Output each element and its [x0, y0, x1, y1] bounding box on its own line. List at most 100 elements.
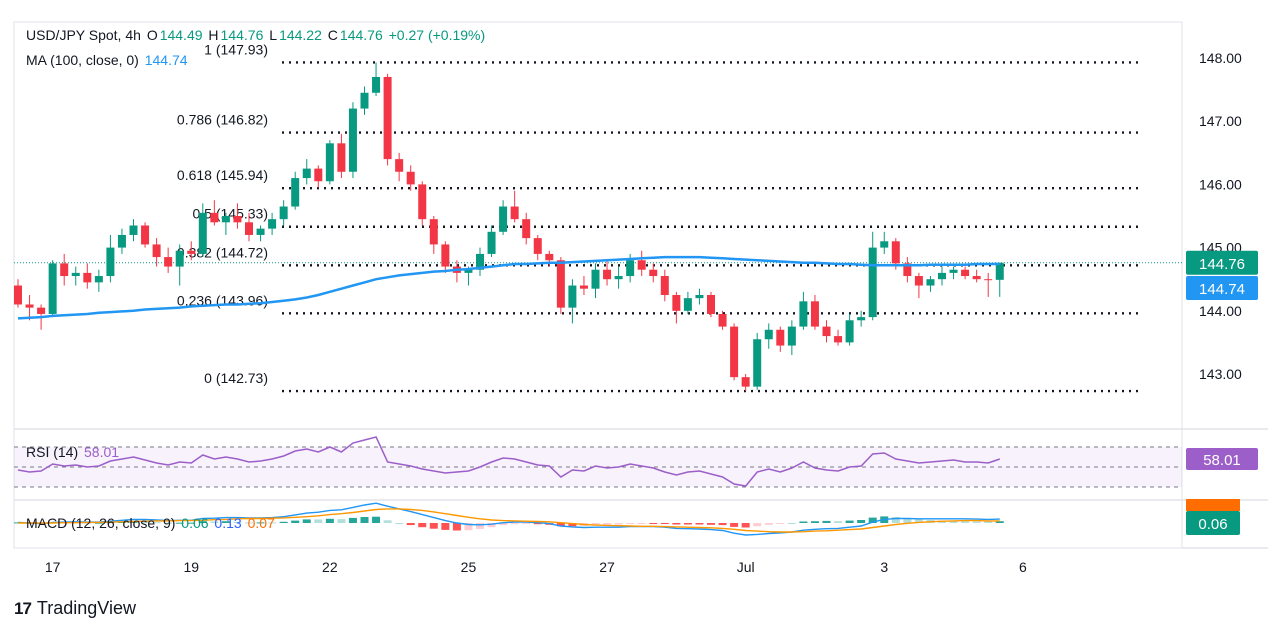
candle-body: [499, 206, 508, 232]
rsi-legend[interactable]: RSI (14) 58.01: [26, 444, 121, 460]
rsi-tag: [1186, 447, 1258, 470]
candle-body: [83, 272, 92, 283]
candle-body: [60, 263, 69, 277]
candle-body: [487, 231, 496, 254]
macd-histogram-bar: [164, 522, 173, 524]
macd-histogram-bar: [903, 518, 912, 523]
ma-line: [17, 255, 1000, 320]
x-tick-label: 19: [183, 559, 199, 575]
candle-body: [741, 377, 750, 387]
candle-body: [649, 269, 658, 277]
macd-histogram-bar: [210, 521, 219, 523]
macd-histogram-bar: [730, 523, 739, 527]
macd-histogram-bar: [279, 521, 288, 523]
ma-price-tag-label: 144.74: [1199, 281, 1245, 298]
candle-body: [233, 216, 242, 223]
candle-body: [441, 244, 450, 267]
macd-histogram-bar: [94, 522, 103, 524]
fib-level-label: 1 (147.93): [204, 41, 268, 57]
candle-body: [984, 279, 993, 281]
candle-body: [302, 168, 311, 179]
macd-histogram-bar: [672, 523, 681, 525]
macd-histogram-bar: [810, 521, 819, 523]
macd-histogram-bar: [452, 523, 461, 531]
candle-body: [626, 260, 635, 277]
candle-body: [695, 295, 704, 299]
ohlc-c-key: C: [327, 27, 338, 43]
ma-legend[interactable]: MA (100, close, 0) 144.74: [26, 52, 190, 68]
candle-body: [395, 159, 404, 172]
candle-body: [857, 317, 866, 321]
candle-body: [891, 241, 900, 264]
macd-histogram-bar: [949, 520, 958, 523]
candle-body: [718, 313, 727, 327]
macd-legend[interactable]: MACD (12, 26, close, 9) 0.06 0.13 0.07: [26, 515, 277, 531]
macd-histogram-bar: [418, 523, 427, 528]
macd-histogram-bar: [914, 519, 923, 523]
candle-body: [591, 269, 600, 289]
symbol-header: USD/JPY Spot, 4h O 144.49 H 144.76 L 144.22…: [26, 27, 487, 43]
symbol-title: USD/JPY Spot, 4h: [26, 27, 141, 43]
candle-body: [568, 285, 577, 308]
rsi-label: RSI (14): [26, 444, 79, 460]
macd-histogram-bar: [984, 521, 993, 523]
x-tick-label: 25: [461, 559, 477, 575]
macd-histogram-bar: [707, 523, 715, 525]
tradingview-logo[interactable]: 17 TradingView: [14, 598, 136, 619]
candle-body: [383, 76, 392, 160]
candle-body: [868, 247, 877, 318]
macd-histogram-bar: [834, 521, 843, 523]
candle-body: [522, 219, 531, 239]
macd-histogram-bar: [868, 517, 877, 523]
candle-body: [880, 241, 889, 248]
candle-body: [753, 339, 762, 387]
candle-body: [117, 234, 126, 248]
macd-histogram-bar: [395, 523, 404, 524]
macd-histogram-bar: [325, 518, 334, 523]
x-tick-label: Jul: [737, 559, 755, 575]
candle-body: [660, 276, 669, 295]
price-change: +0.27 (+0.19%): [388, 27, 486, 43]
macd-histogram-bar: [995, 521, 1004, 523]
ohlc-o-key: O: [146, 27, 158, 43]
macd-label: MACD (12, 26, close, 9): [26, 515, 176, 531]
macd-histogram-bar: [499, 523, 508, 526]
macd-histogram-bar: [522, 523, 531, 524]
candle-body: [972, 276, 981, 280]
candle-body: [903, 263, 912, 277]
candle-body: [129, 225, 138, 235]
macd-histogram-bar: [568, 523, 577, 527]
candle-body: [730, 326, 739, 378]
candle-body: [48, 263, 57, 314]
y-tick-label: 146.00: [1199, 176, 1242, 192]
candle-body: [348, 108, 357, 172]
candle-body: [175, 250, 184, 267]
ohlc-h-key: H: [208, 27, 219, 43]
macd-histogram-bar: [822, 520, 831, 523]
candle-body: [25, 304, 34, 308]
candle-body: [926, 279, 935, 286]
candle-body: [949, 269, 958, 273]
macd-histogram-bar: [649, 523, 658, 524]
ma-value: 144.74: [144, 52, 188, 68]
y-tick-label: 147.00: [1199, 113, 1242, 129]
fib-level-label: 0.786 (146.82): [177, 112, 268, 128]
macd-histogram-bar: [603, 523, 612, 525]
macd-histogram-bar: [245, 522, 253, 524]
candle-body: [372, 76, 381, 93]
last-price-tag-label: 144.76: [1199, 256, 1245, 273]
candle-body: [406, 171, 415, 185]
candle-body: [164, 257, 173, 267]
macd-histogram-bar: [464, 523, 473, 531]
macd-histogram-bar: [961, 521, 970, 523]
candle-body: [429, 219, 438, 245]
macd-histogram-bar: [741, 523, 750, 528]
candle-body: [106, 247, 115, 277]
macd-histogram-bar: [637, 523, 646, 524]
macd-histogram-bar: [337, 519, 346, 523]
candle-body: [764, 329, 773, 340]
candle-body: [476, 253, 484, 270]
candle-body: [683, 298, 692, 311]
